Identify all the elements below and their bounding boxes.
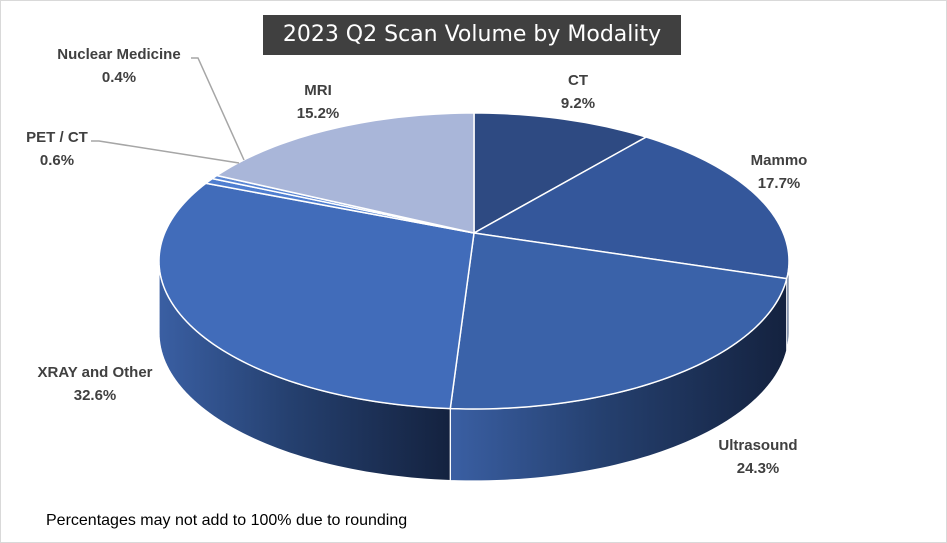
data-label-pet-ct: PET / CT 0.6% [26, 129, 88, 169]
data-label-ultrasound: Ultrasound 24.3% [718, 437, 798, 477]
pie-slice-ct[interactable] [473, 112, 649, 235]
pie-slice-ultrasound[interactable] [449, 232, 788, 410]
leader-line-pet-ct [91, 140, 240, 164]
data-label-nuclear-medicine: Nuclear Medicine 0.4% [57, 46, 181, 86]
data-label-xray: XRAY and Other 32.6% [37, 364, 153, 404]
footnote: Percentages may not add to 100% due to r… [46, 512, 408, 529]
data-label-mammo: Mammo 17.7% [750, 152, 808, 192]
chart-title: 2023 Q2 Scan Volume by Modality [263, 15, 681, 55]
pie-slice-mammo[interactable] [471, 136, 790, 280]
data-label-mri: MRI 15.2% [296, 82, 340, 122]
pie-slice-mri[interactable] [214, 112, 475, 234]
data-label-ct: CT 9.2% [560, 72, 596, 112]
pie-slice-xray-and-other[interactable] [158, 182, 475, 410]
leader-line-nuclear-medicine [191, 57, 245, 161]
